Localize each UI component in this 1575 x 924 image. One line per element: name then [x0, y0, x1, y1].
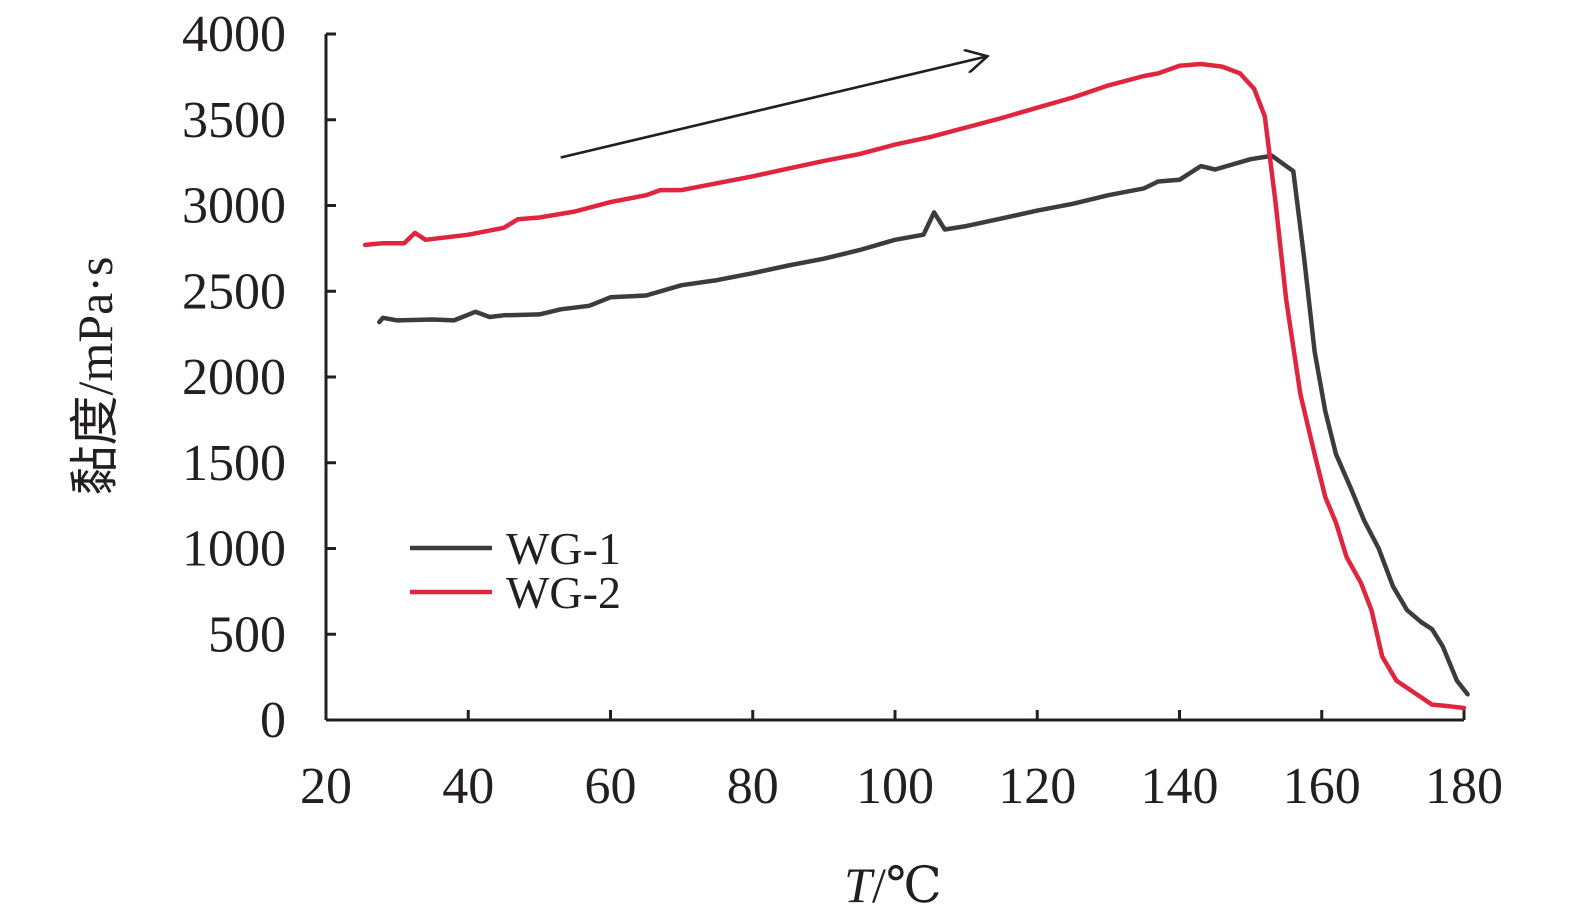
y-tick-label: 1000 [182, 521, 286, 578]
y-tick-label: 500 [208, 606, 286, 663]
x-tick-label: 120 [998, 758, 1076, 815]
x-tick-label: 80 [727, 758, 779, 815]
series-line-wg-2 [362, 61, 1467, 711]
plot-area: 0 500 1000 1500 2000 2500 3000 3500 4000 20 40 60 8… [182, 6, 1503, 815]
y-tick-label: 3000 [182, 178, 286, 235]
y-tick-label: 2000 [182, 349, 286, 406]
x-axis-title: T/℃ [844, 857, 942, 913]
y-tick-label: 1500 [182, 435, 286, 492]
x-tick-label: 160 [1283, 758, 1361, 815]
y-tick-label: 0 [260, 692, 286, 749]
series-line-wg-1 [377, 153, 1470, 697]
x-axis-title-unit: /℃ [872, 857, 942, 913]
series-lines [362, 61, 1470, 711]
y-axis-title: 黏度/mPa·s [67, 257, 123, 496]
x-tick-label: 140 [1141, 758, 1219, 815]
y-tick-label: 2500 [182, 263, 286, 320]
x-axis-ticks: 20 40 60 80 100 120 140 160 180 [300, 710, 1503, 815]
x-tick-label: 180 [1425, 758, 1503, 815]
x-axis-title-var: T [844, 857, 875, 913]
y-tick-label: 4000 [182, 6, 286, 63]
legend-label-wg-2: WG-2 [506, 567, 621, 618]
x-tick-label: 40 [442, 758, 494, 815]
x-tick-label: 60 [585, 758, 637, 815]
legend-label-wg-1: WG-1 [506, 523, 621, 574]
trend-arrow [560, 56, 988, 159]
y-tick-label: 3500 [182, 92, 286, 149]
x-tick-label: 20 [300, 758, 352, 815]
x-tick-label: 100 [856, 758, 934, 815]
y-axis-ticks: 0 500 1000 1500 2000 2500 3000 3500 4000 [182, 6, 336, 749]
legend: WG-1WG-2 [410, 523, 621, 618]
